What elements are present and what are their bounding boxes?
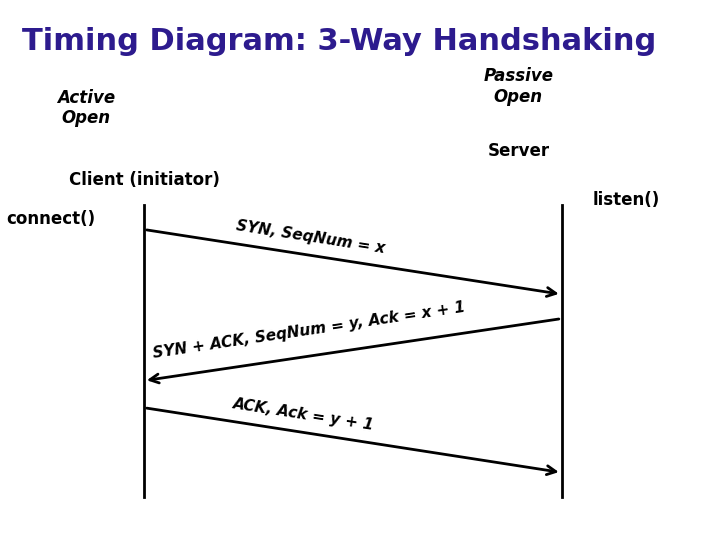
- Text: Passive
Open: Passive Open: [483, 67, 554, 106]
- Text: Server: Server: [487, 142, 549, 160]
- Text: SYN + ACK, SeqNum = y, Ack = x + 1: SYN + ACK, SeqNum = y, Ack = x + 1: [151, 300, 466, 361]
- Text: Client (initiator): Client (initiator): [68, 171, 220, 189]
- Text: connect(): connect(): [6, 210, 95, 228]
- Text: listen(): listen(): [593, 191, 660, 209]
- Text: Active
Open: Active Open: [58, 89, 115, 127]
- Text: ACK, Ack = y + 1: ACK, Ack = y + 1: [232, 396, 375, 433]
- Text: Timing Diagram: 3-Way Handshaking: Timing Diagram: 3-Way Handshaking: [22, 27, 656, 56]
- Text: SYN, SeqNum = x: SYN, SeqNum = x: [235, 218, 387, 255]
